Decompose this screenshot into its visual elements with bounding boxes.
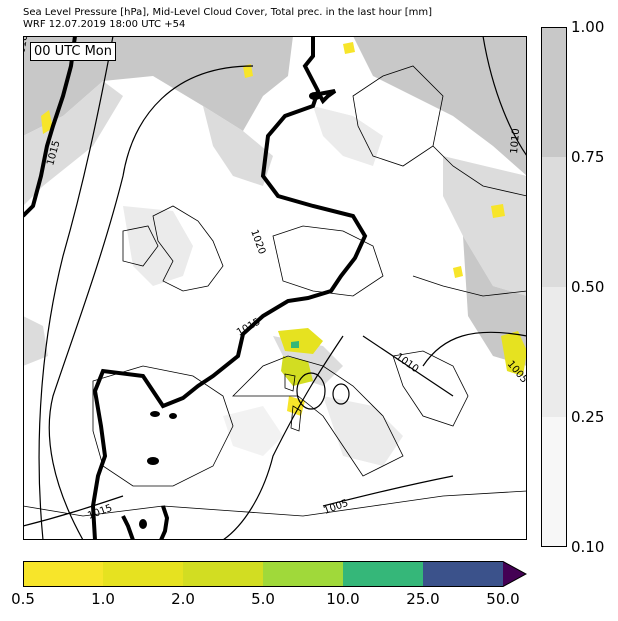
precip-legend-extension xyxy=(503,561,526,587)
cloud-cover-colorbar xyxy=(541,27,567,547)
precip-legend-swatch xyxy=(103,561,183,587)
isobars xyxy=(23,36,527,540)
coastlines xyxy=(23,65,527,517)
low-pressure-cells xyxy=(139,92,321,529)
isobar-label: 1010 xyxy=(23,36,30,61)
precip-legend-tick: 1.0 xyxy=(91,590,115,608)
map-subtitle: WRF 12.07.2019 18:00 UTC +54 xyxy=(23,19,186,30)
precip-legend-swatch xyxy=(263,561,343,587)
precipitation-layer xyxy=(41,42,527,416)
cloud-legend-swatch xyxy=(541,287,567,417)
cloud-legend-tick: 0.25 xyxy=(571,408,605,426)
precip-legend-tick: 25.0 xyxy=(406,590,440,608)
precip-legend-tick: 10.0 xyxy=(326,590,360,608)
cloud-legend-tick: 0.10 xyxy=(571,538,605,556)
cloud-legend-tick: 0.50 xyxy=(571,278,605,296)
precip-legend-swatch xyxy=(23,561,103,587)
precip-legend-tick: 2.0 xyxy=(171,590,195,608)
precip-legend-swatch xyxy=(343,561,423,587)
cloud-legend-swatch xyxy=(541,417,567,547)
cloud-legend-tick: 1.00 xyxy=(571,18,605,36)
cloud-legend-tick: 0.75 xyxy=(571,148,605,166)
isobar-1015-thick xyxy=(23,36,368,540)
cloud-legend-swatch xyxy=(541,157,567,287)
precip-legend-tick: 0.5 xyxy=(11,590,35,608)
map-title: Sea Level Pressure [hPa], Mid-Level Clou… xyxy=(23,7,433,18)
valid-time-label: 00 UTC Mon xyxy=(30,42,116,61)
cloud-legend-swatch xyxy=(541,27,567,157)
isobar-label: 1010 xyxy=(509,128,522,154)
precip-legend-tick: 5.0 xyxy=(251,590,275,608)
precip-legend-swatch xyxy=(423,561,503,587)
precip-legend-tick: 50.0 xyxy=(486,590,520,608)
precipitation-colorbar xyxy=(23,561,527,587)
weather-map: 1015 1020 1015 1010 1010 1005 1005 1015 … xyxy=(23,36,527,540)
local-isobar-rings xyxy=(296,372,350,410)
precip-legend-swatch xyxy=(183,561,263,587)
